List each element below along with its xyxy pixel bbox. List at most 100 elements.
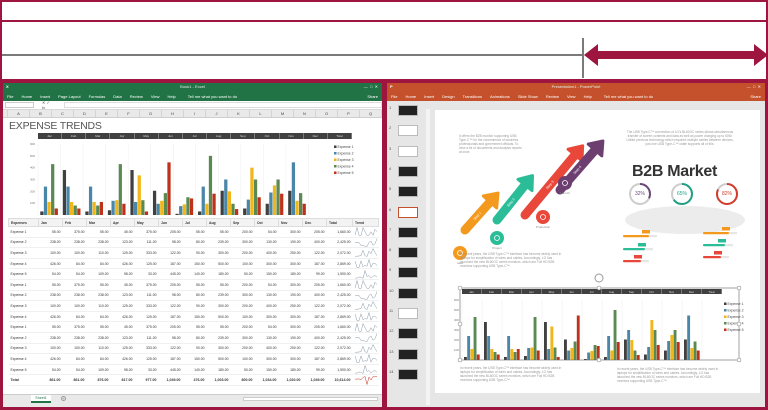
bar-expense-3-dec[interactable] [690,348,694,360]
resize-handle[interactable] [457,321,463,327]
bar-expense-3-apr[interactable] [530,347,534,361]
bar-expense-5-jan[interactable] [476,354,480,361]
formula-input[interactable] [63,102,382,108]
bar-expense-2-jun[interactable] [567,350,571,361]
bar-expense-3-jun[interactable] [570,348,574,360]
bar-expense-5-may[interactable] [144,211,149,215]
column-filter-header[interactable]: Nov [278,218,303,227]
bar-expense-5-mar[interactable] [516,349,520,360]
bar-expense-2-feb[interactable] [66,186,70,215]
bar-expense-4-dec[interactable] [298,193,303,215]
bar-expense-5-oct[interactable] [656,345,660,360]
bar-expense-4-aug[interactable] [613,310,617,360]
bar-expense-5-aug[interactable] [616,342,620,360]
bar-expense-4-sep[interactable] [633,350,637,361]
bar-expense-5-apr[interactable] [536,350,540,361]
bar-expense-2-dec[interactable] [687,315,691,361]
column-filter-header[interactable]: Feb [62,218,87,227]
bar-expense-2-jan[interactable] [43,186,48,215]
tab-insert[interactable]: Insert [40,93,51,99]
bar-expense-2-mar[interactable] [88,186,93,215]
bar-expense-5-apr[interactable] [122,203,126,215]
slide-chart[interactable]: 600 500 400 300 200 100 Expense 1 Expense 2 Expe… [435,110,760,393]
bar-expense-4-apr[interactable] [118,164,122,215]
column-header[interactable]: C [52,110,74,117]
bar-expense-5-dec[interactable] [696,350,700,361]
tab-help[interactable]: Help [167,93,176,99]
slide-thumbnail[interactable] [398,226,418,238]
column-filter-header[interactable]: Jun [158,218,183,227]
column-filter-header[interactable]: Expenses [8,218,39,227]
share-button[interactable]: Share [367,93,378,99]
bar-expense-5-jul[interactable] [596,346,600,360]
bar-expense-2-oct[interactable] [246,199,250,215]
bar-expense-4-oct[interactable] [653,330,657,360]
tell-me-search[interactable]: Tell me what you want to do [603,93,654,99]
bar-expense-5-mar[interactable] [99,201,104,215]
bar-expense-1-aug[interactable] [604,357,607,360]
column-filter-header[interactable]: Jan [38,218,63,227]
bar-expense-2-apr[interactable] [111,200,115,215]
column-header[interactable]: P [338,110,360,117]
column-header[interactable]: A [8,110,30,117]
bar-expense-4-mar[interactable] [96,205,100,215]
bar-expense-5-nov[interactable] [280,193,284,215]
tab-insert[interactable]: Insert [424,93,435,99]
slide-thumbnail[interactable] [398,206,418,218]
tab-slide-show[interactable]: Slide Show [517,93,538,99]
bar-expense-2-apr[interactable] [527,348,531,360]
share-button[interactable]: Share [750,93,761,99]
bar-expense-2-jun[interactable] [156,203,160,215]
bar-expense-5-sep[interactable] [234,209,239,215]
slide-thumbnail[interactable] [398,328,418,340]
name-box[interactable] [5,102,34,108]
bar-expense-4-oct[interactable] [253,179,258,216]
resize-handle[interactable] [736,285,742,291]
column-header[interactable]: B [30,110,52,117]
bar-expense-4-jun[interactable] [573,341,577,361]
tab-home[interactable]: Home [21,93,33,99]
bar-expense-1-apr[interactable] [524,356,527,360]
resize-handle[interactable] [736,357,742,363]
slide-thumbnail[interactable] [398,348,418,360]
select-all-corner[interactable] [3,110,8,117]
rotate-handle-icon[interactable] [594,273,604,283]
slide-thumbnail[interactable] [398,186,418,198]
column-header[interactable]: I [184,110,206,117]
bar-expense-1-jul[interactable] [175,213,179,215]
bar-expense-4-feb[interactable] [73,205,77,215]
column-filter-header[interactable]: Apr [110,218,135,227]
slide-thumbnail[interactable] [398,368,418,380]
bar-expense-1-nov[interactable] [664,350,667,361]
bar-expense-3-aug[interactable] [610,350,614,361]
bar-expense-4-jul[interactable] [593,345,597,360]
column-header[interactable]: N [294,110,316,117]
column-filter-header[interactable]: Sep [230,218,255,227]
bar-expense-1-nov[interactable] [265,203,269,215]
bar-expense-3-sep[interactable] [630,340,634,360]
slide-thumbnail[interactable] [398,105,418,116]
bar-expense-2-jul[interactable] [179,206,183,215]
column-header[interactable]: H [162,110,184,117]
bar-expense-5-feb[interactable] [496,354,500,361]
bar-expense-3-may[interactable] [550,326,554,361]
bar-expense-5-dec[interactable] [302,203,306,215]
column-header[interactable]: L [250,110,272,117]
column-header[interactable]: M [272,110,294,117]
bar-expense-1-apr[interactable] [107,210,112,215]
bar-expense-4-mar[interactable] [513,352,517,360]
bar-expense-3-oct[interactable] [250,167,254,215]
column-filter-header[interactable]: Total [326,218,353,227]
tab-design[interactable]: Design [442,93,455,99]
bar-expense-5-may[interactable] [556,357,560,360]
bar-expense-3-jun[interactable] [160,200,164,215]
bar-expense-3-mar[interactable] [510,349,514,360]
bar-expense-1-jun[interactable] [152,190,157,215]
bar-expense-5-aug[interactable] [212,193,216,215]
bar-expense-3-jan[interactable] [47,201,51,215]
column-filter-header[interactable]: May [134,218,159,227]
column-header[interactable]: O [316,110,338,117]
tab-transitions[interactable]: Transitions [462,93,483,99]
bar-expense-2-jul[interactable] [587,352,591,361]
bar-expense-2-nov[interactable] [269,192,273,215]
